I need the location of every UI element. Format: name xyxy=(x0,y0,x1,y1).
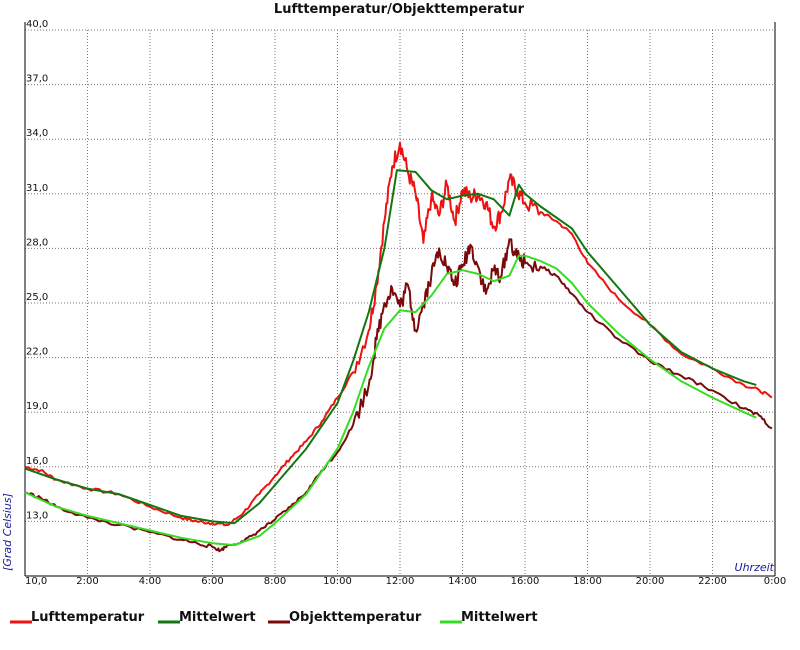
tick-labels: 13,0 16,0 19,0 22,0 25,0 28,0 31,0 34,0 37,0 40,0… xyxy=(25,19,786,587)
series-line-3 xyxy=(24,238,773,553)
x-tick-label: 10:00 xyxy=(323,576,352,587)
y-tick-label: 22,0 xyxy=(26,347,48,358)
x-tick-label: 12:00 xyxy=(386,576,415,587)
y-tick-label: 34,0 xyxy=(26,128,48,139)
x-tick-label: 4:00 xyxy=(139,576,161,587)
x-tick-label: 10,0 xyxy=(25,576,47,587)
y-tick-label: 40,0 xyxy=(26,19,48,30)
y-tick-label: 31,0 xyxy=(26,183,48,194)
x-tick-label: 8:00 xyxy=(264,576,286,587)
x-tick-label: 0:00 xyxy=(764,576,786,587)
x-tick-label: 18:00 xyxy=(573,576,602,587)
y-tick-label: 16,0 xyxy=(26,456,48,467)
axes xyxy=(24,22,776,577)
y-tick-label: 19,0 xyxy=(26,401,48,412)
y-tick-label: 28,0 xyxy=(26,237,48,248)
y-tick-label: 25,0 xyxy=(26,292,48,303)
legend-label: Objekttemperatur xyxy=(289,610,422,625)
x-tick-label: 14:00 xyxy=(448,576,477,587)
series-line-4 xyxy=(24,254,757,547)
legend: Lufttemperatur Mittelwert Objekttemperatur… xyxy=(10,610,538,625)
x-tick-label: 22:00 xyxy=(698,576,727,587)
x-tick-label: 20:00 xyxy=(636,576,665,587)
series-line-2 xyxy=(24,169,757,525)
x-axis-label: Uhrzeit xyxy=(735,561,775,574)
chart-title: Lufttemperatur/Objekttemperatur xyxy=(274,2,525,17)
series-group xyxy=(24,141,773,553)
y-tick-label: 37,0 xyxy=(26,74,48,85)
y-tick-label: 13,0 xyxy=(26,510,48,521)
x-tick-label: 2:00 xyxy=(76,576,98,587)
series-line-1 xyxy=(24,141,773,527)
legend-label: Mittelwert xyxy=(461,610,538,625)
x-tick-label: 6:00 xyxy=(201,576,223,587)
legend-label: Lufttemperatur xyxy=(31,610,145,625)
legend-label: Mittelwert xyxy=(179,610,256,625)
x-tick-label: 16:00 xyxy=(511,576,540,587)
y-axis-label: [Grad Celsius] xyxy=(1,493,14,571)
